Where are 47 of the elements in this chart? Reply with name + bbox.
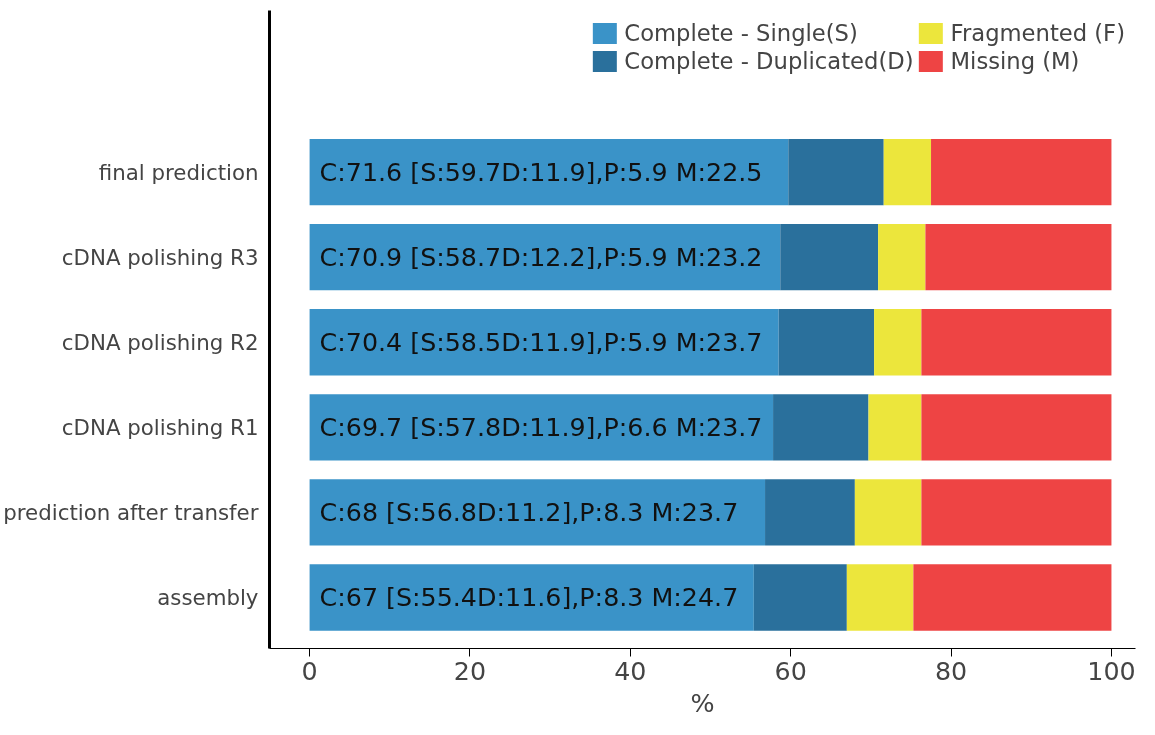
x-tick-label: 60 — [774, 655, 807, 686]
bar — [788, 138, 884, 206]
legend-label: Fragmented (F) — [950, 20, 1125, 46]
bar — [778, 309, 875, 376]
annotation: C:68 [S:56.8D:11.2],P:8.3 M:23.7 — [319, 497, 739, 528]
legend-label: Complete - Single(S) — [624, 20, 858, 46]
bar — [780, 224, 879, 291]
x-tick-label: 80 — [934, 655, 968, 686]
annotation: C:70.9 [S:58.7D:12.2],P:5.9 M:23.2 — [319, 242, 763, 273]
bar — [931, 138, 1112, 206]
x-tick-label: 40 — [614, 655, 647, 686]
bar — [309, 564, 754, 631]
bar — [854, 479, 922, 546]
bar — [921, 394, 1112, 461]
x-tick-label: 0 — [301, 655, 318, 686]
x-tick-label: 100 — [1087, 655, 1136, 686]
y-tick-label: cDNA polishing R1 — [61, 414, 259, 440]
bar — [765, 479, 855, 546]
y-tick-label: final prediction — [98, 159, 259, 185]
annotation: C:71.6 [S:59.7D:11.9],P:5.9 M:22.5 — [319, 157, 763, 188]
legend-label: Missing (M) — [950, 48, 1080, 74]
y-tick-label: prediction after transfer — [3, 499, 259, 525]
bar — [309, 309, 779, 376]
x-axis-title: % — [690, 687, 715, 718]
bar — [309, 224, 781, 291]
legend-label: Complete - Duplicated(D) — [624, 48, 914, 74]
bar — [309, 394, 774, 461]
bar — [921, 309, 1112, 376]
x-tick-label: 20 — [453, 655, 487, 686]
bar — [921, 479, 1112, 546]
annotation: C:70.4 [S:58.5D:11.9],P:5.9 M:23.7 — [319, 327, 763, 358]
y-tick-label: cDNA polishing R3 — [61, 244, 259, 270]
bar — [309, 479, 766, 546]
annotation: C:67 [S:55.4D:11.6],P:8.3 M:24.7 — [319, 582, 739, 613]
y-tick-label: cDNA polishing R2 — [61, 329, 259, 355]
bar — [309, 138, 789, 206]
bar — [846, 564, 914, 631]
bar — [773, 394, 869, 461]
bar — [883, 138, 932, 206]
bar — [753, 564, 847, 631]
bar — [878, 224, 926, 291]
bar — [925, 224, 1112, 291]
bar — [868, 394, 922, 461]
bar — [874, 309, 922, 376]
y-tick-label: assembly — [157, 584, 259, 610]
bar — [913, 564, 1112, 631]
annotation: C:69.7 [S:57.8D:11.9],P:6.6 M:23.7 — [319, 412, 763, 443]
